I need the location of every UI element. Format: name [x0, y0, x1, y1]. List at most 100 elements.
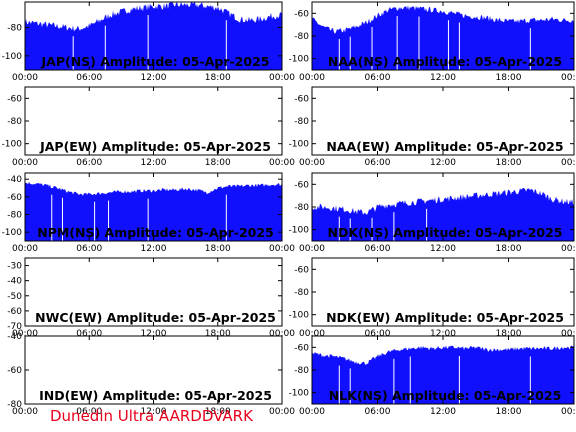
x-tick-label: 00:00 [12, 244, 38, 254]
x-tick-label: 00:00 [299, 329, 325, 339]
panel-title: NAA(NS) Amplitude: 05-Apr-2025 [328, 54, 562, 69]
credit-text: Dunedin Ultra AARDDVARK [50, 407, 253, 425]
panel-title: JAP(EW) Amplitude: 05-Apr-2025 [39, 139, 271, 154]
y-tick-label: -60 [294, 180, 309, 190]
x-tick-label: 00:00 [561, 244, 576, 254]
x-tick-label: 12:00 [430, 329, 456, 339]
signal-area [312, 188, 574, 241]
panel-title: NPM(NS) Amplitude: 05-Apr-2025 [37, 225, 274, 240]
y-tick-label: -80 [7, 400, 22, 410]
x-tick-label: 00:00 [269, 329, 295, 339]
y-tick-label: -100 [2, 228, 23, 238]
x-tick-label: 12:00 [141, 244, 167, 254]
y-tick-label: -100 [289, 311, 310, 321]
x-tick-label: 06:00 [365, 244, 391, 254]
x-tick-label: 06:00 [365, 407, 391, 417]
x-tick-label: 18:00 [496, 244, 522, 254]
y-tick-label: -80 [7, 211, 22, 221]
panel-title: NDK(NS) Amplitude: 05-Apr-2025 [328, 225, 563, 240]
y-tick-label: -80 [294, 117, 309, 127]
x-tick-label: 18:00 [496, 73, 522, 83]
x-tick-label: 18:00 [205, 329, 231, 339]
x-tick-label: 00:00 [269, 73, 295, 83]
x-tick-label: 00:00 [561, 158, 576, 168]
x-tick-label: 00:00 [12, 158, 38, 168]
y-tick-label: -60 [294, 265, 309, 275]
y-tick-label: -100 [289, 389, 310, 399]
x-tick-label: 00:00 [12, 73, 38, 83]
panel-title: NWC(EW) Amplitude: 05-Apr-2025 [35, 310, 276, 325]
y-tick-label: -60 [7, 366, 22, 376]
y-tick-label: -100 [2, 52, 23, 62]
x-tick-label: 06:00 [76, 158, 102, 168]
y-tick-label: -40 [7, 277, 22, 287]
signal-area [312, 345, 574, 404]
y-tick-label: -40 [7, 332, 22, 342]
y-tick-label: -80 [294, 288, 309, 298]
x-tick-label: 12:00 [141, 158, 167, 168]
x-tick-label: 00:00 [12, 407, 38, 417]
y-tick-label: -50 [7, 292, 22, 302]
x-tick-label: 12:00 [141, 407, 167, 417]
y-tick-label: -40 [7, 175, 22, 185]
signal-area [25, 181, 282, 241]
panel-1: -60-80-10000:0006:0012:0018:0000:00NAA(N… [289, 1, 576, 83]
x-tick-label: 00:00 [12, 329, 38, 339]
x-tick-label: 12:00 [430, 244, 456, 254]
panel-title: NDK(EW) Amplitude: 05-Apr-2025 [326, 310, 564, 325]
y-tick-label: -80 [294, 203, 309, 213]
x-tick-label: 06:00 [76, 73, 102, 83]
y-tick-label: -60 [7, 193, 22, 203]
y-tick-label: -60 [294, 343, 309, 353]
x-tick-label: 00:00 [269, 158, 295, 168]
panel-title: NAA(EW) Amplitude: 05-Apr-2025 [326, 139, 563, 154]
x-tick-label: 06:00 [365, 329, 391, 339]
x-tick-label: 18:00 [205, 158, 231, 168]
y-tick-label: -100 [289, 140, 310, 150]
x-tick-label: 00:00 [269, 244, 295, 254]
x-tick-label: 00:00 [299, 244, 325, 254]
x-tick-label: 18:00 [205, 407, 231, 417]
panel-3: -60-80-10000:0006:0012:0018:0000:00NAA(E… [289, 86, 576, 168]
y-tick-label: -80 [294, 366, 309, 376]
y-tick-label: -60 [294, 9, 309, 19]
y-tick-label: -30 [7, 262, 22, 272]
y-tick-label: -100 [289, 55, 310, 65]
y-tick-label: -80 [7, 117, 22, 127]
y-tick-label: -60 [7, 94, 22, 104]
x-tick-label: 12:00 [141, 329, 167, 339]
x-tick-label: 06:00 [365, 158, 391, 168]
panel-title: JAP(NS) Amplitude: 05-Apr-2025 [41, 54, 270, 69]
panel-7: -60-80-10000:0006:0012:0018:0000:00NDK(E… [289, 257, 576, 339]
x-tick-label: 00:00 [269, 407, 295, 417]
x-tick-label: 06:00 [76, 329, 102, 339]
y-tick-label: -60 [294, 94, 309, 104]
x-tick-label: 12:00 [430, 407, 456, 417]
y-tick-label: -80 [7, 24, 22, 34]
panel-9: -60 -80 -100 00:00 06:00 12:00 18:00 00:00 NLK(N… [289, 335, 576, 417]
x-tick-label: 06:00 [76, 244, 102, 254]
panel-4: -40 -60 -80 -100 00:00 06:00 12:00 18:00 00:00 NP… [2, 172, 295, 254]
x-tick-label: 00:00 [299, 407, 325, 417]
panel-title: NLK(NS) Amplitude: 05-Apr-2025 [329, 388, 562, 403]
x-tick-label: 18:00 [205, 73, 231, 83]
y-tick-label: -80 [294, 32, 309, 42]
x-tick-label: 18:00 [496, 158, 522, 168]
x-tick-label: 00:00 [299, 158, 325, 168]
x-tick-label: 00:00 [561, 407, 576, 417]
x-tick-label: 00:00 [561, 73, 576, 83]
x-tick-label: 18:00 [496, 407, 522, 417]
x-tick-label: 00:00 [561, 329, 576, 339]
x-tick-label: 06:00 [76, 407, 102, 417]
y-tick-label: -100 [289, 226, 310, 236]
x-tick-label: 12:00 [430, 158, 456, 168]
signal-area [312, 5, 574, 70]
y-tick-label: -100 [2, 140, 23, 150]
x-tick-label: 18:00 [496, 329, 522, 339]
panel-5: -60-80-10000:0006:0012:0018:0000:00NDK(N… [289, 172, 576, 254]
x-tick-label: 12:00 [141, 73, 167, 83]
panel-title: IND(EW) Amplitude: 05-Apr-2025 [39, 388, 272, 403]
